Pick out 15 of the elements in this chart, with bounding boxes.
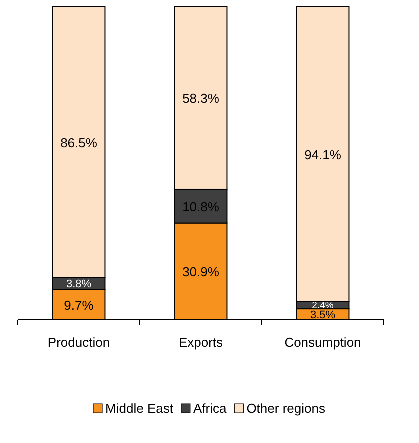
- data-label: 30.9%: [182, 264, 220, 280]
- legend-label: Other regions: [246, 401, 326, 416]
- data-label: 10.8%: [182, 199, 220, 214]
- legend-label: Middle East: [106, 401, 174, 416]
- x-tick-label: Exports: [178, 335, 224, 350]
- data-label: 58.3%: [182, 91, 220, 106]
- data-label: 86.5%: [60, 135, 98, 150]
- x-tick-label: Production: [48, 335, 110, 350]
- legend-label: Africa: [193, 401, 228, 416]
- x-tick-label: Consumption: [284, 335, 362, 350]
- data-label: 3.8%: [66, 278, 92, 291]
- data-label: 2.4%: [312, 300, 334, 312]
- data-label: 9.7%: [64, 298, 94, 313]
- data-label: 3.5%: [310, 309, 336, 322]
- data-label: 94.1%: [304, 147, 342, 162]
